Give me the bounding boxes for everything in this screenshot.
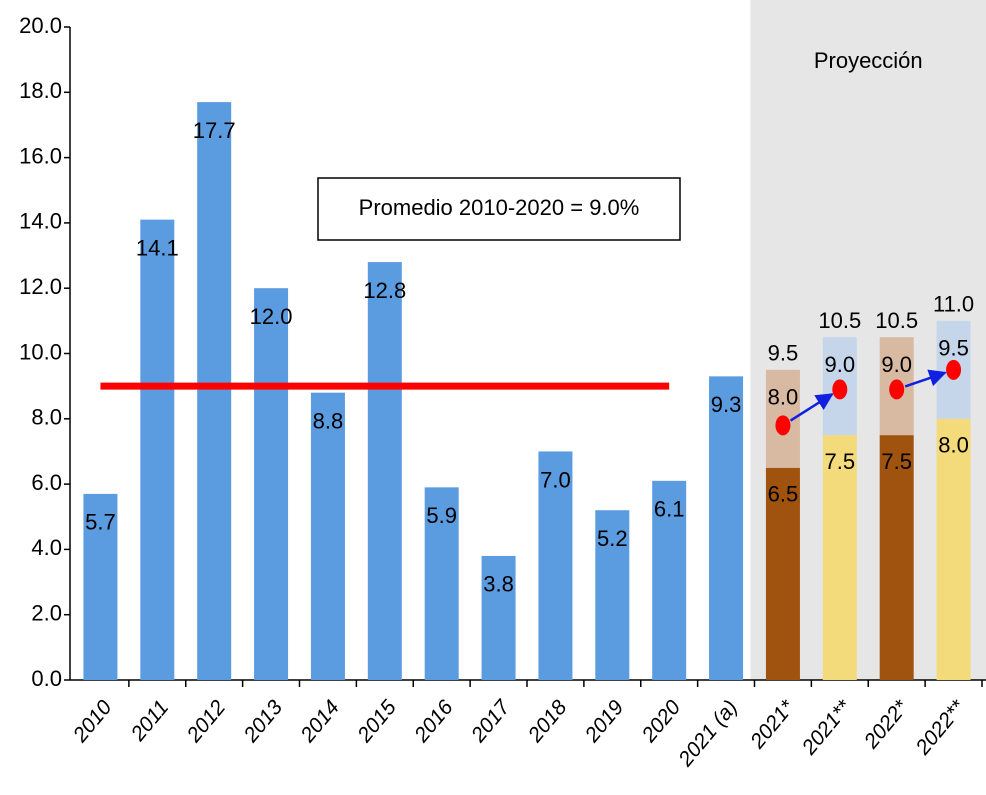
- bar: [709, 376, 744, 680]
- bar-value-label: 8.8: [313, 408, 344, 433]
- bar-value-label: 12.8: [363, 278, 406, 303]
- bar: [652, 480, 687, 680]
- y-tick-label: 12.0: [19, 274, 62, 299]
- y-tick-label: 6.0: [31, 470, 62, 495]
- low-segment: [822, 435, 857, 680]
- central-label: 9.5: [938, 336, 969, 361]
- bar-value-label: 17.7: [193, 118, 236, 143]
- bar: [424, 487, 459, 680]
- arrow: [904, 369, 947, 388]
- bar: [310, 392, 345, 680]
- x-tick-label: 2021 (a): [674, 696, 743, 771]
- x-tick-label: 2019: [580, 696, 628, 748]
- x-tick-label: 2022*: [859, 695, 913, 753]
- x-tick-label: 2022**: [911, 695, 970, 759]
- bar: [538, 451, 573, 680]
- central-label: 9.0: [825, 352, 856, 377]
- bar: [595, 510, 630, 680]
- y-tick-label: 18.0: [19, 78, 62, 103]
- bar-value-label: 12.0: [250, 304, 293, 329]
- bar-value-label: 5.9: [426, 503, 457, 528]
- y-tick-label: 20.0: [19, 13, 62, 38]
- bar-value-label: 14.1: [136, 235, 179, 260]
- low-label: 7.5: [825, 449, 856, 474]
- y-tick-label: 14.0: [19, 209, 62, 234]
- arrow: [789, 393, 834, 422]
- x-tick-label: 2020: [637, 696, 685, 748]
- low-segment: [765, 467, 800, 680]
- projection-label: Proyección: [814, 48, 923, 73]
- x-tick-label: 2016: [409, 696, 457, 748]
- point: [946, 359, 962, 380]
- x-tick-label: 2015: [353, 696, 401, 748]
- y-tick-label: 10.0: [19, 339, 62, 364]
- bar: [197, 102, 232, 681]
- high-label: 11.0: [933, 292, 974, 317]
- bar-value-label: 3.8: [483, 572, 514, 597]
- low-label: 8.0: [938, 433, 969, 458]
- point: [775, 415, 791, 436]
- x-tick-label: 2012: [182, 696, 230, 748]
- x-tick-label: 2018: [523, 696, 571, 748]
- x-tick-label: 2014: [296, 696, 344, 747]
- central-label: 9.0: [881, 352, 912, 377]
- x-tick-label: 2021*: [745, 695, 799, 753]
- low-segment: [879, 435, 914, 680]
- bar-value-label: 6.1: [654, 497, 685, 522]
- annotation: Promedio 2010-2020 = 9.0%: [359, 195, 640, 220]
- bar: [254, 288, 289, 680]
- bar-value-label: 5.2: [597, 526, 628, 551]
- bar: [83, 493, 118, 680]
- x-tick-label: 2011: [126, 696, 173, 746]
- y-tick-label: 4.0: [31, 535, 62, 560]
- low-segment: [936, 418, 971, 680]
- x-tick-label: 2013: [239, 696, 287, 748]
- low-label: 6.5: [768, 482, 799, 507]
- bar-value-label: 7.0: [540, 467, 571, 492]
- y-tick-label: 8.0: [31, 405, 62, 430]
- bar: [140, 219, 175, 680]
- x-tick-label: 2017: [466, 695, 515, 747]
- bar-value-label: 9.3: [711, 392, 742, 417]
- bar: [367, 262, 402, 680]
- high-label: 9.5: [768, 341, 799, 366]
- y-tick-label: 0.0: [31, 666, 62, 691]
- low-label: 7.5: [881, 449, 912, 474]
- high-label: 10.5: [875, 308, 918, 333]
- central-label: 8.0: [768, 385, 799, 410]
- y-tick-label: 2.0: [31, 601, 62, 626]
- y-tick-label: 16.0: [19, 143, 62, 168]
- annotation-box: [317, 177, 681, 241]
- bar-value-label: 5.7: [85, 510, 116, 535]
- bar: [481, 555, 516, 680]
- point: [889, 379, 905, 400]
- high-label: 10.5: [818, 308, 861, 333]
- x-tick-label: 2021**: [797, 695, 856, 759]
- point: [832, 379, 848, 400]
- x-tick-label: 2010: [68, 696, 116, 748]
